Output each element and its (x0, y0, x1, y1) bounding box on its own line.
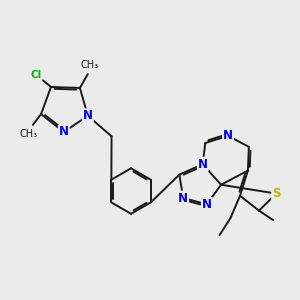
Text: N: N (83, 109, 93, 122)
Text: N: N (198, 158, 208, 171)
Text: N: N (59, 125, 69, 139)
Text: N: N (202, 198, 212, 211)
Text: N: N (223, 129, 233, 142)
Text: S: S (272, 187, 281, 200)
Text: Cl: Cl (31, 70, 42, 80)
Text: CH₃: CH₃ (80, 60, 98, 70)
Text: N: N (178, 191, 188, 205)
Text: CH₃: CH₃ (20, 129, 38, 139)
